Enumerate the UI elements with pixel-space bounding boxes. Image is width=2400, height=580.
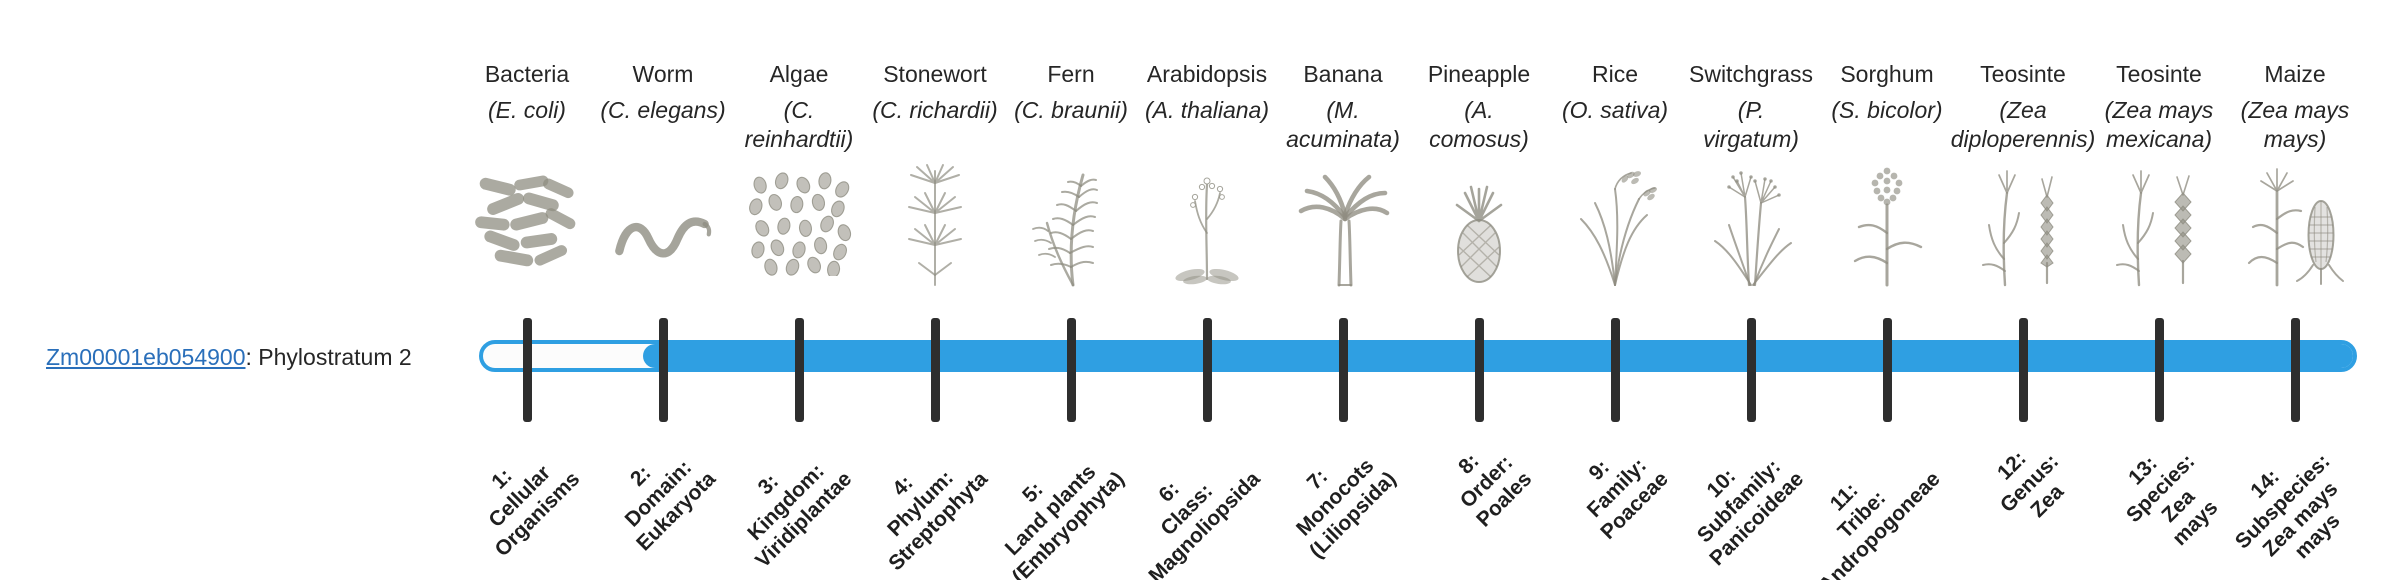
rice-icon	[1540, 160, 1690, 288]
organism-scientific-name: (C. reinhardtii)	[744, 97, 854, 152]
stratum-label: 8: Order: Poales	[1454, 449, 1537, 532]
organism-common-name: Worm	[632, 61, 694, 87]
stratum-label: 4: Phylum: Streptophyta	[883, 466, 993, 575]
organism-scientific-name: (E. coli)	[488, 97, 566, 123]
stratum-tick-9	[1611, 318, 1620, 422]
organism-scientific-name: (O. sativa)	[1561, 97, 1669, 123]
stratum-tick-6	[1203, 318, 1212, 422]
stratum-tick-11	[1883, 318, 1892, 422]
organism-common-name: Sorghum	[1840, 61, 1934, 87]
gene-label: Zm00001eb054900: Phylostratum 2	[46, 342, 412, 372]
phylostratum-bar-fill	[643, 344, 2353, 368]
stratum-label: 2: Domain: Eukaryota	[620, 455, 721, 556]
stratum-label: 9: Family: Poaceae	[1582, 453, 1673, 544]
organism-common-name: Algae	[769, 61, 829, 87]
stratum-tick-10	[1747, 318, 1756, 422]
banana-icon	[1268, 160, 1418, 288]
fern-icon	[996, 160, 1146, 288]
stratum-tick-7	[1339, 318, 1348, 422]
stratum-tick-4	[931, 318, 940, 422]
organism-scientific-name: (Zea diploperennis)	[1950, 97, 2096, 152]
switchgrass-icon	[1676, 160, 1826, 288]
organism-column: Pineapple (A. comosus)	[1404, 60, 1554, 288]
worm-icon	[588, 160, 738, 288]
organism-column: Maize (Zea mays mays)	[2220, 60, 2370, 288]
organism-column: Sorghum (S. bicolor)	[1812, 60, 1962, 288]
teosinte-icon	[1948, 160, 2098, 288]
organism-scientific-name: (A. thaliana)	[1144, 97, 1269, 123]
organism-column: Stonewort (C. richardii)	[860, 60, 1010, 288]
organism-common-name: Fern	[1047, 61, 1095, 87]
organism-column: Teosinte (Zea diploperennis)	[1948, 60, 2098, 288]
pineapple-icon	[1404, 160, 1554, 288]
organism-scientific-name: (Zea mays mexicana)	[2104, 97, 2214, 152]
organism-scientific-name: (C. elegans)	[600, 97, 726, 123]
algae-icon	[724, 160, 874, 288]
organism-column: Algae (C. reinhardtii)	[724, 60, 874, 288]
organism-column: Teosinte (Zea mays mexicana)	[2084, 60, 2234, 288]
stratum-label: 14: Subspecies: Zea mays mays	[2231, 449, 2346, 564]
stratum-label: 5: Land plants (Embryophyta)	[1000, 460, 1129, 580]
organism-scientific-name: (C. braunii)	[1014, 97, 1128, 123]
organism-scientific-name: (C. richardii)	[872, 97, 998, 123]
stratum-label: 3: Kingdom: Viridiplantae	[743, 459, 857, 573]
stratum-label: 13: Species: Zea mays	[2121, 449, 2223, 551]
organism-column: Arabidopsis (A. thaliana)	[1132, 60, 1282, 288]
organism-column: Bacteria (E. coli)	[452, 60, 602, 288]
organism-common-name: Banana	[1303, 61, 1383, 87]
organism-common-name: Teosinte	[1980, 61, 2066, 87]
stratum-label: 7: Monocots (Liliopsida)	[1291, 454, 1401, 563]
organism-common-name: Rice	[1591, 61, 1638, 87]
gene-link[interactable]: Zm00001eb054900	[46, 344, 246, 370]
stratum-tick-3	[795, 318, 804, 422]
stratum-tick-8	[1475, 318, 1484, 422]
phylostratum-bar	[479, 340, 2357, 372]
organism-scientific-name: (Zea mays mays)	[2240, 97, 2350, 152]
stratum-label: 1: Cellular Organisms	[484, 461, 585, 561]
stratum-tick-2	[659, 318, 668, 422]
stratum-tick-5	[1067, 318, 1076, 422]
organism-column: Switchgrass (P. virgatum)	[1676, 60, 1826, 288]
organism-common-name: Stonewort	[883, 61, 987, 87]
organism-column: Fern (C. braunii)	[996, 60, 1146, 288]
organism-column: Rice (O. sativa)	[1540, 60, 1690, 288]
stratum-label: 12: Genus: Zea	[1992, 446, 2068, 522]
sorghum-icon	[1812, 160, 1962, 288]
stratum-tick-14	[2291, 318, 2300, 422]
stratum-tick-1	[523, 318, 532, 422]
organism-column: Banana (M. acuminata)	[1268, 60, 1418, 288]
organism-common-name: Pineapple	[1427, 61, 1531, 87]
arabidopsis-icon	[1132, 160, 1282, 288]
organism-common-name: Switchgrass	[1689, 61, 1813, 87]
bacteria-icon	[452, 160, 602, 288]
organism-scientific-name: (P. virgatum)	[1703, 97, 1799, 152]
organism-common-name: Maize	[2264, 61, 2326, 87]
organism-scientific-name: (M. acuminata)	[1286, 97, 1400, 152]
teosinte-icon	[2084, 160, 2234, 288]
organism-scientific-name: (S. bicolor)	[1831, 97, 1943, 123]
stratum-tick-13	[2155, 318, 2164, 422]
organism-column: Worm (C. elegans)	[588, 60, 738, 288]
organism-scientific-name: (A. comosus)	[1429, 97, 1529, 152]
organism-common-name: Bacteria	[484, 61, 570, 87]
gene-phylostratum-text: : Phylostratum 2	[245, 344, 412, 370]
organism-common-name: Teosinte	[2116, 61, 2202, 87]
stratum-label: 11: Tribe: Andropogoneae	[1814, 467, 1945, 580]
organism-common-name: Arabidopsis	[1146, 61, 1268, 87]
stratum-tick-12	[2019, 318, 2028, 422]
stonewort-icon	[860, 160, 1010, 288]
maize-icon	[2220, 160, 2370, 288]
stratum-label: 6: Class: Magnoliopsida	[1144, 467, 1265, 580]
